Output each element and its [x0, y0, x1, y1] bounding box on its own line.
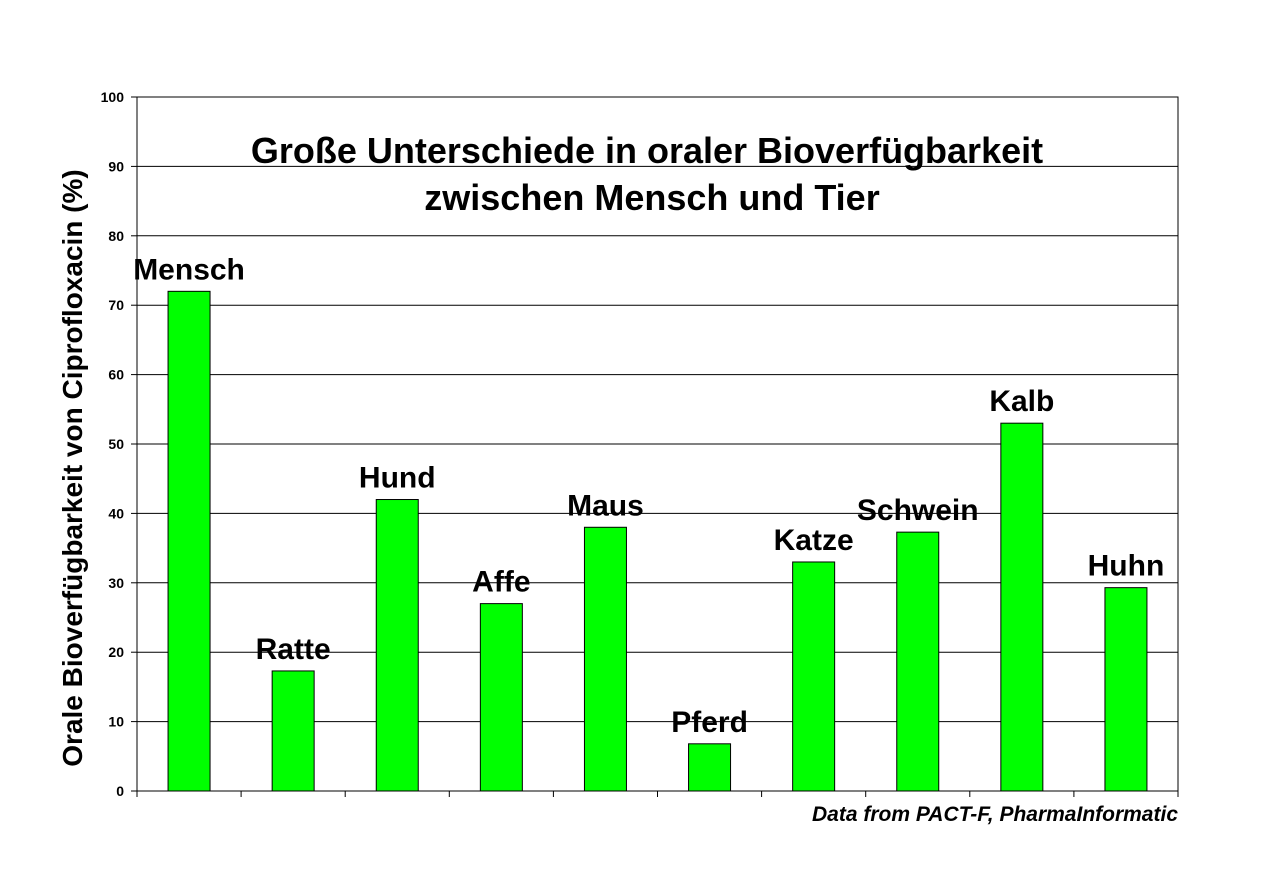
- category-label-affe: Affe: [472, 566, 530, 599]
- y-tick-label: 40: [108, 505, 124, 521]
- bar-mensch: [167, 290, 211, 792]
- bar-schwein: [896, 531, 940, 792]
- bar-ratte: [271, 670, 315, 792]
- bar-maus: [583, 526, 627, 792]
- bars: [167, 290, 1148, 792]
- chart-title-line-1: Große Unterschiede in oraler Bioverfügba…: [251, 130, 1043, 171]
- category-label-huhn: Huhn: [1088, 550, 1165, 583]
- bar-huhn: [1104, 587, 1148, 792]
- y-tick-label: 0: [116, 783, 124, 799]
- category-label-hund: Hund: [359, 462, 436, 495]
- source-note: Data from PACT-F, PharmaInformatic: [812, 803, 1178, 826]
- y-tick-labels: 0 10 20 30 40 50 60 70 80 90 100: [101, 89, 125, 799]
- bar-katze: [792, 561, 836, 792]
- bar-hund: [375, 499, 419, 792]
- category-label-pferd: Pferd: [671, 706, 748, 739]
- y-tick-label: 20: [108, 644, 124, 660]
- y-axis-label: Orale Bioverfügbarkeit von Ciprofloxacin…: [57, 169, 88, 766]
- y-tick-label: 100: [101, 89, 125, 105]
- category-label-ratte: Ratte: [256, 633, 331, 666]
- category-label-mensch: Mensch: [133, 253, 245, 286]
- y-tick-label: 70: [108, 297, 124, 313]
- category-label-maus: Maus: [567, 489, 644, 522]
- y-tick-label: 30: [108, 575, 124, 591]
- bar-affe: [479, 603, 523, 792]
- y-tick-label: 50: [108, 436, 124, 452]
- category-labels: Mensch Ratte Hund Affe Maus Pferd KatzeSchwein…: [133, 253, 1164, 738]
- y-tick-label: 90: [108, 158, 124, 174]
- category-label-schwein: Schwein: [857, 494, 979, 527]
- chart-title-line-2: zwischen Mensch und Tier: [424, 177, 879, 218]
- y-tick-label: 80: [108, 228, 124, 244]
- gridlines: [137, 165, 1178, 723]
- category-label-katze: Katze: [774, 524, 854, 557]
- y-tick-label: 10: [108, 714, 124, 730]
- bar-pferd: [688, 743, 732, 792]
- y-tick-label: 60: [108, 367, 124, 383]
- category-label-kalb: Kalb: [989, 385, 1054, 418]
- axes: [131, 96, 1179, 797]
- bar-kalb: [1000, 422, 1044, 792]
